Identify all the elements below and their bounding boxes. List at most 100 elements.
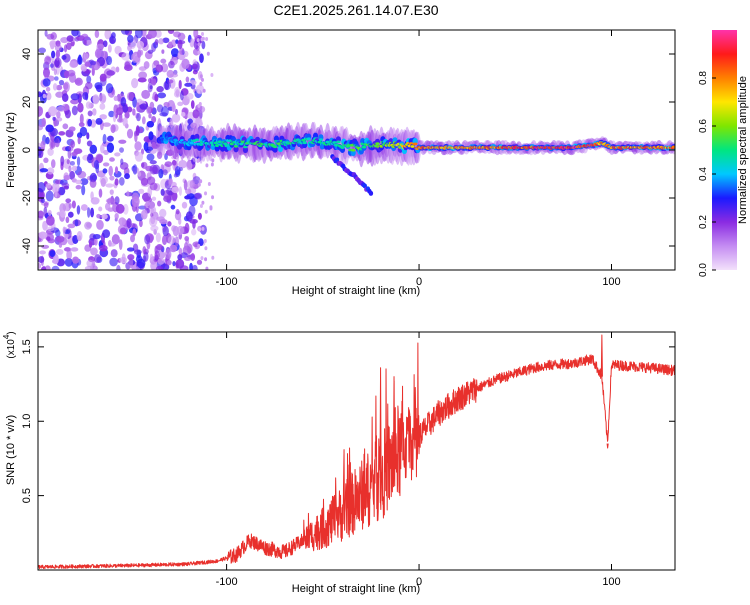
heatmap-noise-blob — [38, 142, 42, 148]
heatmap-noise-blob — [95, 84, 103, 93]
heatmap-noise-blob — [171, 186, 180, 194]
heatmap-noise-blob — [140, 177, 149, 186]
heatmap-noise-blob — [77, 136, 81, 145]
colorbar-tick-label: 0.6 — [698, 119, 709, 133]
colorbar-ticks: 0.0 0.2 0.4 0.6 0.8 — [698, 71, 716, 277]
heatmap-noise-blob — [42, 78, 51, 87]
heatmap-noise-blob — [139, 219, 143, 228]
heatmap-noise-blob — [126, 91, 134, 101]
heatmap-noise-blob — [150, 206, 157, 214]
heatmap-noise-blob — [151, 196, 157, 201]
heatmap-noise-blob — [71, 165, 78, 172]
heatmap-noise-blob — [184, 195, 191, 200]
heatmap-noise-blob — [99, 73, 107, 82]
heatmap-noise-blob — [201, 226, 205, 231]
heatmap-noise-blob — [111, 234, 120, 245]
heatmap-noise-blob — [80, 178, 89, 186]
spectrogram-panel: -100 0 100 -40 -20 0 20 40 Height of straight … — [5, 29, 676, 297]
heatmap-noise-blob — [46, 33, 55, 40]
heatmap-noise-blob — [92, 94, 100, 105]
heatmap-noise-blob — [201, 36, 205, 41]
heatmap-noise-blob — [199, 53, 204, 64]
heatmap-noise-blob — [114, 166, 119, 174]
heatmap-noise-blob — [166, 79, 174, 84]
heatmap-noise-blob — [93, 159, 100, 170]
heatmap-noise-blob — [86, 132, 90, 140]
heatmap-noise-blob — [49, 40, 58, 48]
heatmap-ridge-core — [325, 140, 330, 144]
heatmap-noise-blob — [184, 222, 190, 234]
heatmap-noise-blob — [71, 30, 79, 37]
heatmap-noise-blob — [151, 115, 157, 124]
heatmap-noise-blob — [96, 43, 105, 50]
heatmap-noise-blob — [54, 76, 59, 81]
heatmap-ridge-core — [276, 142, 282, 146]
heatmap-noise-blob — [202, 88, 206, 93]
heatmap-noise-blob — [67, 223, 76, 229]
heatmap-noise-blob — [66, 159, 70, 165]
x-tick-label: 0 — [416, 276, 422, 288]
snr-multiplier-close: ) — [6, 331, 17, 334]
heatmap-noise-blob — [71, 151, 78, 156]
heatmap-noise-blob — [211, 255, 215, 260]
heatmap-noise-blob — [112, 111, 117, 123]
heatmap-noise-blob — [136, 258, 146, 269]
y-tick-label: 0.5 — [21, 488, 33, 503]
heatmap-noise-blob — [121, 253, 126, 262]
heatmap-noise-blob — [65, 198, 72, 204]
heatmap-noise-blob — [198, 105, 206, 113]
heatmap-noise-blob — [64, 257, 73, 267]
colorbar-tick-label: 0.2 — [698, 215, 709, 229]
heatmap-noise-blob — [69, 61, 78, 68]
heatmap-noise-blob — [86, 259, 94, 268]
heatmap-noise-blob — [76, 231, 83, 242]
heatmap-noise-blob — [47, 209, 52, 216]
heatmap-noise-blob — [99, 114, 107, 120]
heatmap-noise-blob — [166, 259, 172, 266]
y-tick-label: 20 — [21, 96, 33, 108]
heatmap-noise-blob — [198, 227, 202, 232]
heatmap-noise-blob — [190, 100, 195, 109]
heatmap-noise-blob — [49, 250, 56, 258]
heatmap-noise-blob — [171, 159, 177, 166]
heatmap-noise-blob — [210, 162, 214, 167]
heatmap-noise-blob — [106, 55, 113, 66]
heatmap-noise-blob — [108, 242, 116, 247]
heatmap-noise-blob — [118, 239, 123, 251]
heatmap-noise-blob — [118, 177, 125, 186]
heatmap-noise-blob — [205, 266, 209, 270]
heatmap-noise-blob — [38, 146, 43, 157]
heatmap-noise-blob — [197, 89, 201, 94]
heatmap-noise-blob — [53, 253, 59, 265]
heatmap-noise-blob — [71, 105, 78, 116]
heatmap-noise-blob — [149, 101, 155, 109]
heatmap-noise-blob — [76, 205, 81, 215]
heatmap-noise-blob — [132, 228, 137, 237]
snr-plot-area — [38, 332, 675, 570]
heatmap-ridge-core — [272, 145, 278, 149]
heatmap-noise-blob — [80, 204, 88, 211]
heatmap-noise-blob — [160, 188, 165, 196]
heatmap-noise-blob — [190, 253, 196, 261]
heatmap-noise-blob — [98, 188, 103, 198]
heatmap-noise-blob — [178, 160, 188, 169]
heatmap-noise-blob — [211, 195, 215, 200]
heatmap-noise-blob — [203, 239, 207, 244]
heatmap-noise-blob — [174, 236, 179, 247]
heatmap-noise-blob — [180, 111, 186, 117]
heatmap-noise-blob — [162, 169, 168, 176]
spectrogram-y-label: Frequency (Hz) — [5, 112, 17, 188]
heatmap-noise-blob — [204, 209, 208, 214]
heatmap-noise-blob — [77, 170, 87, 179]
heatmap-noise-blob — [204, 257, 208, 262]
x-tick-label: -100 — [216, 576, 238, 588]
x-tick-label: 100 — [602, 276, 620, 288]
heatmap-noise-blob — [200, 32, 204, 37]
heatmap-ridge-core — [361, 145, 367, 149]
heatmap-noise-blob — [102, 133, 107, 145]
heatmap-noise-blob — [61, 182, 70, 189]
heatmap-noise-blob — [181, 201, 188, 209]
heatmap-noise-blob — [199, 203, 203, 208]
